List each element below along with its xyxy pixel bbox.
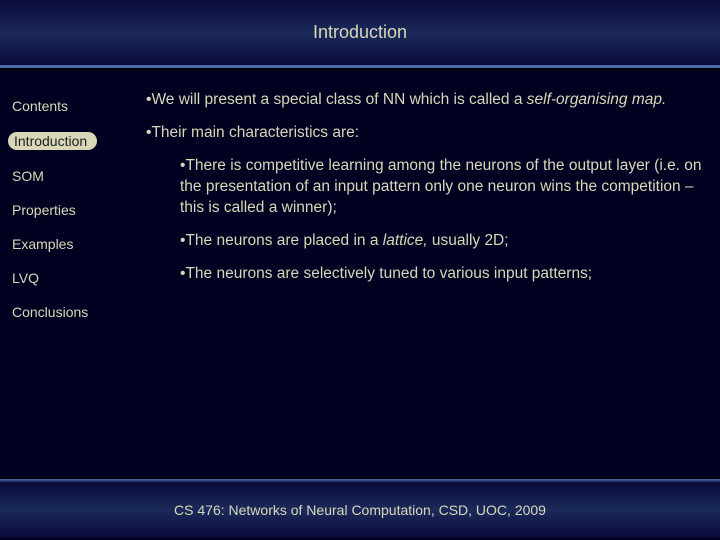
sub-bullet-3: •The neurons are selectively tuned to va…	[146, 264, 702, 285]
p1-text: We will present a special class of NN wh…	[151, 91, 526, 108]
p2-text: Their main characteristics are:	[151, 124, 359, 141]
paragraph-1: •We will present a special class of NN w…	[146, 90, 702, 111]
s2-text-a: The neurons are placed in a	[185, 232, 382, 249]
s2-text-b: usually 2D;	[428, 232, 509, 249]
content-body: •We will present a special class of NN w…	[140, 70, 720, 478]
sub-bullet-1: •There is competitive learning among the…	[146, 156, 702, 219]
sidebar-item-examples[interactable]: Examples	[12, 236, 140, 252]
sidebar-item-conclusions[interactable]: Conclusions	[12, 304, 140, 320]
footer-text: CS 476: Networks of Neural Computation, …	[174, 502, 546, 518]
p1-italic: self-organising map.	[527, 91, 667, 108]
s2-italic: lattice,	[383, 232, 428, 249]
sidebar: Contents Introduction SOM Properties Exa…	[0, 70, 140, 478]
sidebar-item-som[interactable]: SOM	[12, 168, 140, 184]
sub-bullet-2: •The neurons are placed in a lattice, us…	[146, 231, 702, 252]
s3-text: The neurons are selectively tuned to var…	[185, 265, 592, 282]
slide-title: Introduction	[313, 22, 407, 43]
sidebar-item-introduction[interactable]: Introduction	[8, 132, 97, 150]
sidebar-item-properties[interactable]: Properties	[12, 202, 140, 218]
sidebar-item-contents[interactable]: Contents	[12, 98, 140, 114]
sidebar-item-lvq[interactable]: LVQ	[12, 270, 140, 286]
main-area: Contents Introduction SOM Properties Exa…	[0, 70, 720, 478]
s1-text: There is competitive learning among the …	[180, 157, 702, 216]
slide-footer: CS 476: Networks of Neural Computation, …	[0, 482, 720, 538]
paragraph-2: •Their main characteristics are:	[146, 123, 702, 144]
slide-header: Introduction	[0, 0, 720, 68]
